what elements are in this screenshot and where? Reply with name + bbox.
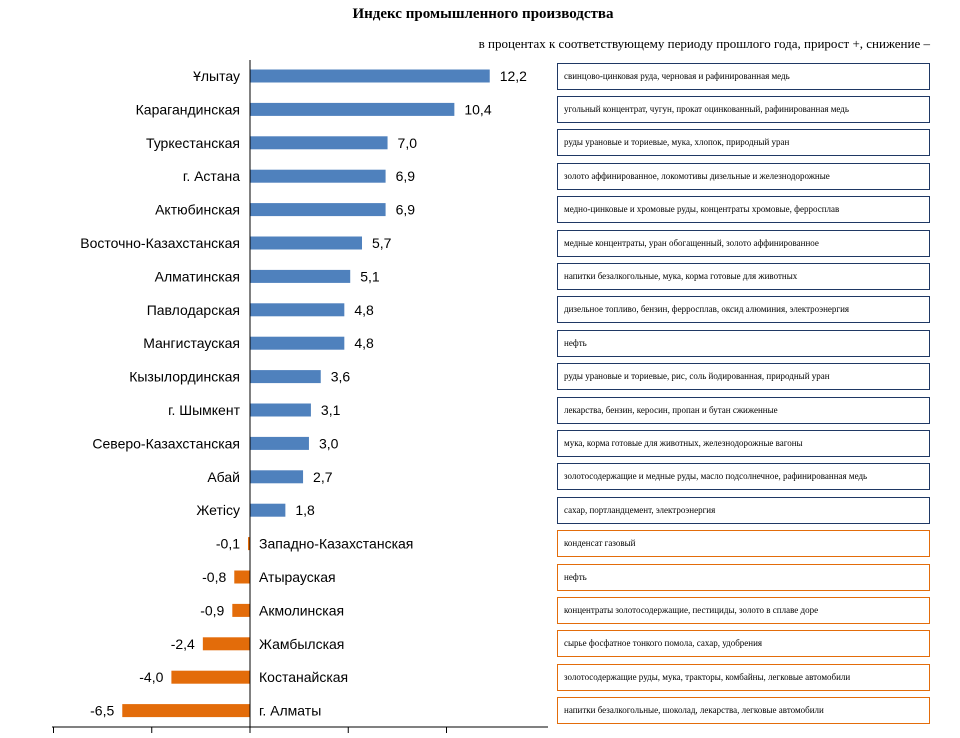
category-label-2: Карагандинская <box>136 101 240 117</box>
bar-4 <box>250 169 386 183</box>
category-label-14: Жетісу <box>196 502 240 518</box>
bar-16 <box>234 570 250 584</box>
category-label-11: г. Шымкент <box>168 402 240 418</box>
category-label-9: Мангистауская <box>143 335 240 351</box>
value-label-13: 2,7 <box>313 469 333 485</box>
bar-19 <box>171 670 250 684</box>
category-label-10: Кызылординская <box>129 369 240 385</box>
value-label-15: -0,1 <box>216 536 240 552</box>
value-label-20: -6,5 <box>90 703 114 719</box>
category-label-4: г. Астана <box>183 168 240 184</box>
bar-7 <box>250 269 351 283</box>
chart-subtitle: в процентах к соответствующему периоду п… <box>478 36 930 51</box>
bar-17 <box>232 603 250 617</box>
category-label-15: Западно-Казахстанская <box>259 536 413 552</box>
category-label-12: Северо-Казахстанская <box>92 435 240 451</box>
value-label-2: 10,4 <box>464 101 491 117</box>
value-label-19: -4,0 <box>139 669 163 685</box>
bar-20 <box>122 704 250 718</box>
value-label-14: 1,8 <box>295 502 315 518</box>
bar-9 <box>250 336 345 350</box>
value-label-10: 3,6 <box>331 369 351 385</box>
bar-1 <box>250 69 490 83</box>
value-label-9: 4,8 <box>354 335 374 351</box>
category-label-1: Ұлытау <box>193 68 240 84</box>
bar-8 <box>250 303 345 317</box>
bar-14 <box>250 503 286 517</box>
category-label-7: Алматинская <box>155 268 240 284</box>
category-label-3: Туркестанская <box>146 135 240 151</box>
value-label-18: -2,4 <box>171 636 195 652</box>
category-label-13: Абай <box>207 469 240 485</box>
bar-6 <box>250 236 363 250</box>
value-label-6: 5,7 <box>372 235 392 251</box>
chart-title: Индекс промышленного производства <box>352 6 614 22</box>
category-label-16: Атырауская <box>259 569 336 585</box>
value-label-4: 6,9 <box>396 168 416 184</box>
value-label-7: 5,1 <box>360 268 380 284</box>
value-label-17: -0,9 <box>200 602 224 618</box>
category-label-17: Акмолинская <box>259 602 344 618</box>
bar-3 <box>250 136 388 150</box>
value-label-11: 3,1 <box>321 402 341 418</box>
bar-13 <box>250 470 304 484</box>
bar-18 <box>202 637 250 651</box>
category-label-19: Костанайская <box>259 669 348 685</box>
category-label-5: Актюбинская <box>155 202 240 218</box>
bar-15 <box>248 537 250 551</box>
bar-2 <box>250 102 455 116</box>
category-label-6: Восточно-Казахстанская <box>80 235 240 251</box>
value-label-1: 12,2 <box>500 68 527 84</box>
value-label-16: -0,8 <box>202 569 226 585</box>
value-label-8: 4,8 <box>354 302 374 318</box>
bar-5 <box>250 203 386 217</box>
category-label-18: Жамбылская <box>259 636 344 652</box>
bar-11 <box>250 403 311 417</box>
category-label-20: г. Алматы <box>259 703 321 719</box>
bar-10 <box>250 370 321 384</box>
bar-12 <box>250 436 309 450</box>
category-label-8: Павлодарская <box>147 302 240 318</box>
value-label-5: 6,9 <box>396 202 416 218</box>
value-label-3: 7,0 <box>398 135 418 151</box>
value-label-12: 3,0 <box>319 435 339 451</box>
